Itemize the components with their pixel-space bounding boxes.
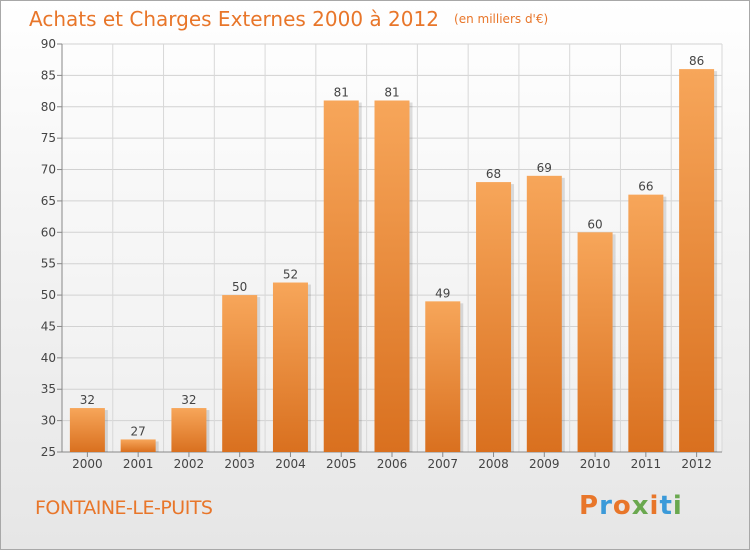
data-label: 32 — [80, 393, 95, 407]
y-tick-label: 30 — [41, 414, 56, 428]
bar-layer — [69, 69, 718, 453]
data-label: 81 — [334, 85, 349, 99]
logo-letter: o — [612, 491, 632, 521]
bar — [323, 100, 359, 452]
x-tick-label: 2006 — [377, 457, 408, 471]
bar — [628, 194, 664, 452]
x-tick-label: 2010 — [580, 457, 611, 471]
data-label: 86 — [689, 54, 704, 68]
bar — [171, 408, 207, 452]
data-label: 69 — [537, 161, 552, 175]
y-tick-label: 70 — [41, 163, 56, 177]
logo-letter: P — [579, 491, 600, 521]
x-tick-label: 2002 — [174, 457, 205, 471]
data-label: 81 — [384, 85, 399, 99]
city-name: FONTAINE-LE-PUITS — [35, 497, 213, 519]
title-row: Achats et Charges Externes 2000 à 2012 (… — [29, 7, 548, 31]
y-tick-label: 65 — [41, 194, 56, 208]
logo-letter: r — [599, 491, 613, 521]
y-tick-label: 60 — [41, 225, 56, 239]
logo-letter: i — [672, 491, 683, 521]
logo-letter: i — [649, 491, 660, 521]
y-tick-label: 40 — [41, 351, 56, 365]
bar — [272, 282, 308, 452]
y-tick-label: 55 — [41, 257, 56, 271]
logo-letter: x — [631, 491, 650, 521]
logo-letter: t — [659, 491, 673, 521]
bar — [679, 69, 715, 452]
x-tick-label: 2001 — [123, 457, 154, 471]
y-tick-label: 35 — [41, 382, 56, 396]
data-label-layer: 32 27 32 50 52 81 81 49 68 69 60 66 86 — [80, 54, 705, 438]
data-label: 52 — [283, 268, 298, 282]
x-tick-label: 2012 — [681, 457, 712, 471]
bar — [69, 408, 105, 452]
x-tick-label: 2003 — [224, 457, 255, 471]
y-tick-label: 90 — [41, 37, 56, 51]
bar — [577, 232, 613, 452]
bar — [222, 295, 258, 452]
y-tick-label: 45 — [41, 319, 56, 333]
x-tick-label: 2008 — [478, 457, 509, 471]
chart-title: Achats et Charges Externes 2000 à 2012 — [29, 7, 439, 31]
chart-subtitle: (en milliers d'€) — [454, 12, 549, 26]
bar — [374, 100, 410, 452]
y-tick-label: 75 — [41, 131, 56, 145]
data-label: 66 — [638, 180, 653, 194]
data-label: 27 — [131, 424, 146, 438]
data-label: 32 — [181, 393, 196, 407]
x-tick-label: 2005 — [326, 457, 357, 471]
data-label: 68 — [486, 167, 501, 181]
proxiti-logo[interactable]: Proxiti — [579, 491, 683, 521]
data-label: 50 — [232, 280, 247, 294]
y-tick-label: 85 — [41, 68, 56, 82]
y-tick-label: 80 — [41, 100, 56, 114]
bar — [526, 175, 562, 453]
x-tick-label: 2011 — [631, 457, 662, 471]
bar — [120, 439, 156, 452]
bar — [425, 301, 461, 452]
x-tick-label: 2007 — [427, 457, 458, 471]
x-tick-label: 2000 — [72, 457, 103, 471]
x-tick-label: 2009 — [529, 457, 560, 471]
x-tick-label: 2004 — [275, 457, 306, 471]
bar — [476, 182, 512, 453]
y-tick-label: 50 — [41, 288, 56, 302]
data-label: 49 — [435, 286, 450, 300]
data-label: 60 — [587, 217, 602, 231]
y-tick-label: 25 — [41, 445, 56, 459]
